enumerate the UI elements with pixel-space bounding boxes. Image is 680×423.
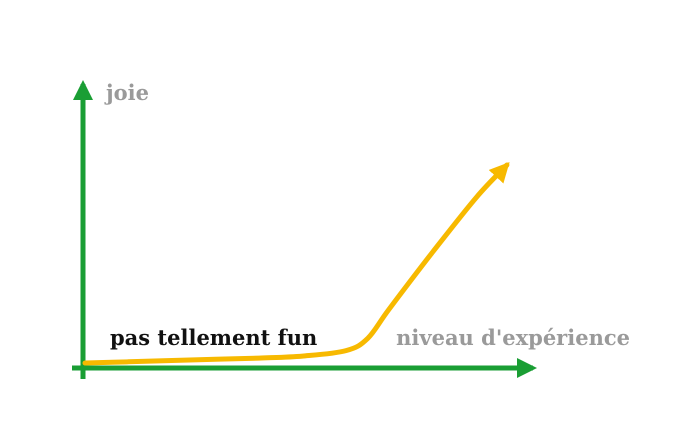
annotation-label: pas tellement fun [110,325,317,350]
y-axis-label: joie [104,80,149,105]
x-axis-label: niveau d'expérience [396,325,630,350]
series-line-joy [82,162,510,366]
